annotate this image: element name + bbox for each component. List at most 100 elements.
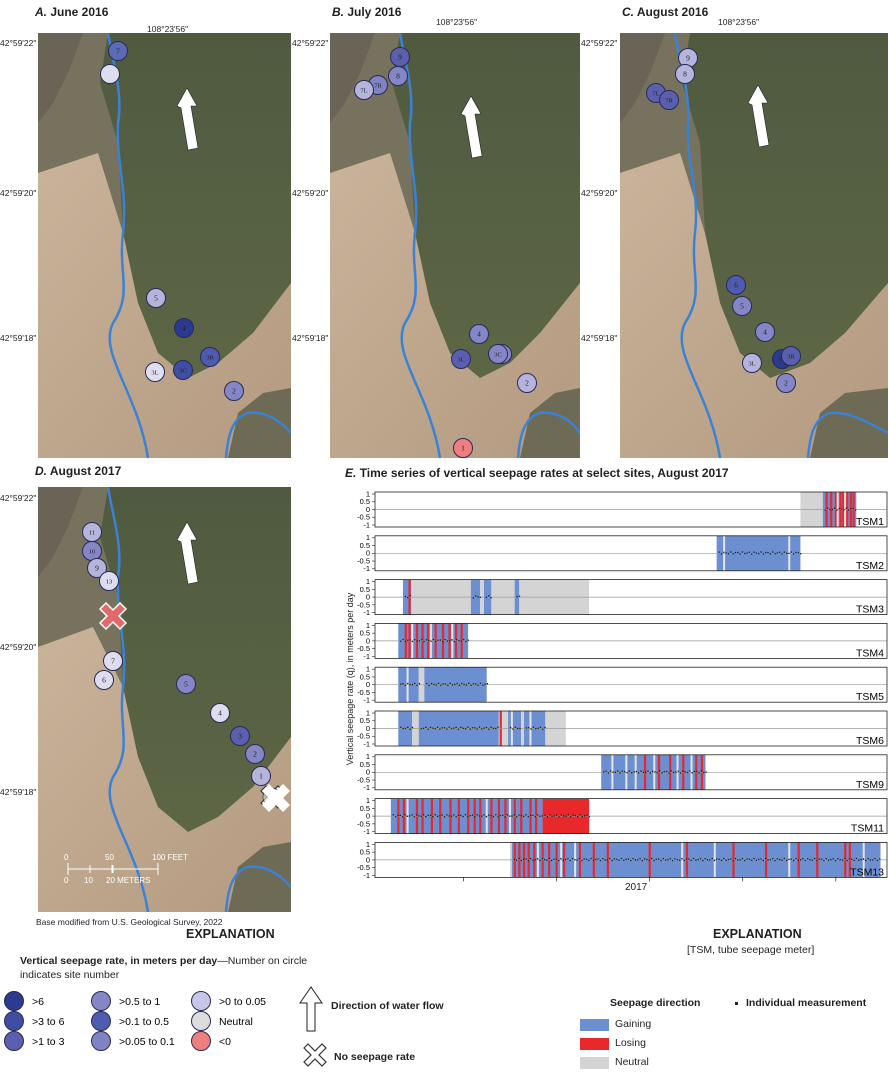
measurement-dot — [520, 859, 522, 862]
site-number: 10 — [89, 549, 96, 556]
measurement-dot — [457, 814, 460, 816]
measurement-dot — [472, 597, 475, 599]
site-number: 5 — [154, 294, 158, 303]
measurement-dot — [704, 858, 706, 860]
measurement-dot — [690, 859, 692, 862]
series-tsm3: 10.50-0.5-1 TSM3 — [357, 577, 888, 617]
measurement-dot — [838, 507, 840, 510]
measurement-dot — [665, 770, 668, 773]
measurement-dot — [672, 771, 675, 774]
measurement-dot — [433, 683, 435, 686]
legend-class-5: >0.05 to 0.1 — [91, 1031, 175, 1051]
panel-e-title: E. Time series of vertical seepage rates… — [345, 466, 729, 480]
measurement-dot — [523, 858, 525, 860]
legend-class-label: >0.1 to 0.5 — [119, 1016, 169, 1028]
measurement-dot — [765, 551, 767, 554]
measurement-dot — [432, 638, 435, 641]
measurement-dot — [422, 814, 425, 816]
measurement-dot — [847, 509, 850, 511]
measurement-dot — [450, 728, 453, 730]
measurement-dot — [734, 551, 737, 554]
series-tsm4: 10.50-0.5-1 TSM4 — [357, 621, 888, 661]
measurement-dot — [483, 814, 485, 816]
measurement-dot — [709, 859, 711, 861]
measurement-dot — [732, 553, 734, 555]
measurement-dot — [409, 639, 411, 641]
measurement-dot — [565, 815, 567, 817]
measurement-dot — [407, 639, 409, 642]
measurement-dot — [876, 859, 879, 862]
site-number: 7R — [665, 98, 673, 105]
measurement-dot — [492, 727, 495, 730]
measurement-dot — [774, 859, 776, 862]
measurement-dot — [637, 859, 639, 861]
measurement-dot — [444, 683, 447, 685]
y-tick-label: 0.5 — [360, 629, 370, 638]
measurement-dot — [426, 682, 428, 685]
measurement-dot — [562, 859, 564, 861]
measurement-dot — [698, 772, 700, 774]
measurement-dot — [779, 551, 781, 553]
measurement-dot — [644, 771, 647, 773]
measurement-dot — [447, 684, 449, 686]
site-number: 3L — [457, 357, 464, 364]
site-marker-d-7: 7 — [103, 651, 123, 671]
y-tick-label: 0 — [366, 680, 370, 689]
measurement-dot — [546, 816, 549, 818]
measurement-dot — [462, 638, 465, 641]
series-label: TSM11 — [851, 823, 884, 835]
measurement-dot — [467, 639, 469, 641]
measurement-dot — [718, 858, 720, 860]
measurement-dot — [475, 595, 477, 597]
measurement-dot — [691, 772, 693, 774]
map-panel-c — [620, 33, 888, 458]
measurement-dot — [774, 552, 776, 555]
y-tick-label: 1 — [366, 577, 370, 586]
measurement-dot — [485, 726, 488, 729]
no-rate-label: No seepage rate — [334, 1051, 416, 1063]
measurement-dot — [436, 726, 439, 728]
y-tick-label: -1 — [363, 564, 370, 573]
measurement-dot — [641, 859, 644, 862]
site-number: 11 — [89, 530, 95, 537]
measurement-dot — [541, 815, 543, 817]
measurement-dot — [486, 683, 489, 685]
site-marker-a-4: 4 — [174, 318, 194, 338]
measurement-dot — [816, 859, 818, 862]
measurement-dot — [446, 640, 448, 642]
measurement-dot — [730, 551, 732, 553]
measurement-dot — [836, 509, 838, 511]
site-marker-c-2: 2 — [776, 373, 796, 393]
neutral-swatch — [580, 1057, 609, 1069]
measurement-dot — [841, 859, 844, 861]
measurement-dot — [862, 858, 865, 860]
measurement-dot — [529, 857, 532, 860]
measurement-dot — [832, 858, 834, 860]
measurement-dot — [404, 640, 407, 642]
measurement-dot — [536, 858, 539, 860]
measurement-dot — [513, 814, 516, 816]
measurement-dot — [682, 770, 684, 772]
measurement-dot — [686, 771, 689, 774]
site-number: 9 — [398, 53, 402, 62]
measurement-dot — [879, 858, 881, 860]
measurement-dot — [485, 596, 488, 598]
measurement-dot — [404, 595, 407, 598]
measurement-dot — [416, 684, 418, 686]
measurement-dot — [688, 858, 690, 860]
losing-swatch — [580, 1038, 609, 1050]
series-label: TSM13 — [850, 866, 884, 878]
lat-label-b1: 42°59'22" — [292, 38, 329, 48]
measurement-dot — [783, 857, 785, 860]
measurement-dot — [560, 857, 562, 860]
series-tsm2: 10.50-0.5-1 TSM2 — [357, 533, 888, 573]
measurement-dot — [765, 857, 767, 860]
measurement-dot — [788, 552, 790, 555]
measurement-dot — [637, 772, 640, 774]
measurement-dot — [867, 858, 869, 860]
measurement-dot — [478, 726, 481, 728]
measurement-dot — [748, 551, 751, 553]
measurement-dot — [557, 859, 560, 862]
measurement-dot — [477, 596, 479, 598]
measurement-dot — [603, 771, 605, 773]
